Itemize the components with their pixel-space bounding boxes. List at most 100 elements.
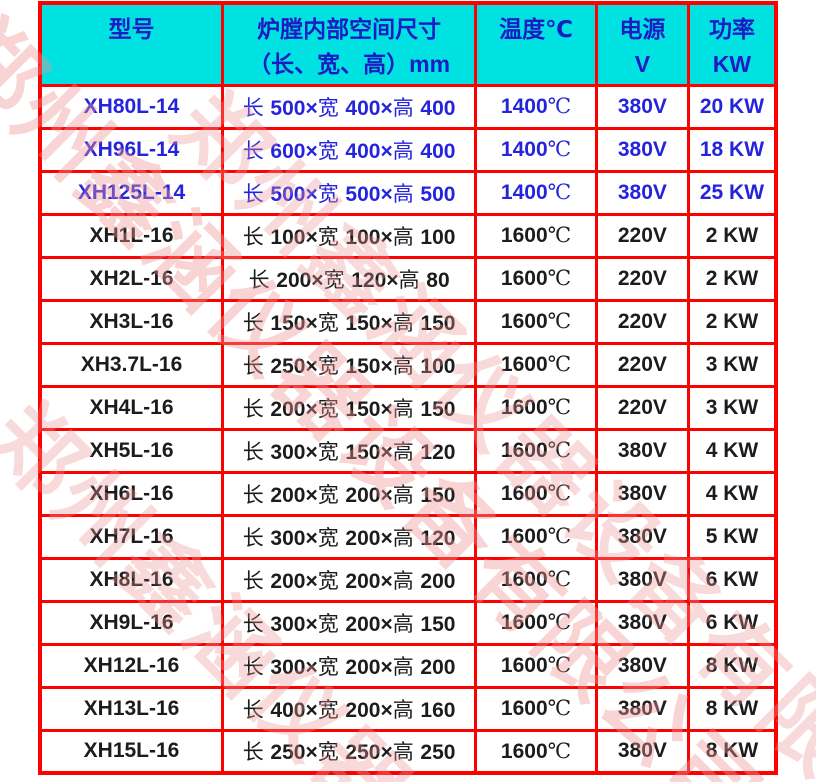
power-cell: 18 KW [686,126,778,173]
dimensions-cell: 长 250×宽 250×高 250 [221,728,478,775]
table-row: XH1L-16 长 100×宽 100×高 100 1600℃ 220V 2 KW [38,212,778,259]
voltage-cell: 220V [594,298,690,345]
table-row: XH5L-16 长 300×宽 150×高 120 1600℃ 380V 4 KW [38,427,778,474]
model-cell: XH1L-16 [38,212,225,259]
header-chamber-line2-cn: （长、宽、高） [248,51,410,77]
header-power-line2: KW [712,51,752,77]
dimensions-cell: 长 500×宽 500×高 500 [221,169,478,216]
voltage-cell: 380V [594,427,690,474]
dimensions-cell: 长 300×宽 200×高 150 [221,599,478,646]
dimensions-cell: 长 200×宽 200×高 150 [221,470,478,517]
temperature-cell: 1400℃ [474,126,598,173]
temperature-cell: 1600℃ [474,642,598,689]
dimensions-cell: 长 100×宽 100×高 100 [221,212,478,259]
header-model: 型号 [38,1,225,87]
table-row: XH6L-16 长 200×宽 200×高 150 1600℃ 380V 4 KW [38,470,778,517]
model-cell: XH12L-16 [38,642,225,689]
model-cell: XH3.7L-16 [38,341,225,388]
voltage-cell: 380V [594,556,690,603]
voltage-cell: 380V [594,728,690,775]
header-power-supply-line2: V [634,51,651,77]
temperature-cell: 1400℃ [474,83,598,130]
temperature-cell: 1600℃ [474,728,598,775]
voltage-cell: 220V [594,212,690,259]
spec-table-body: XH80L-14 长 500×宽 400×高 400 1400℃ 380V 20 KW X… [38,83,778,775]
power-cell: 2 KW [686,255,778,302]
dimensions-cell: 长 400×宽 200×高 160 [221,685,478,732]
table-row: XH15L-16 长 250×宽 250×高 250 1600℃ 380V 8 KW [38,728,778,775]
model-cell: XH6L-16 [38,470,225,517]
model-cell: XH13L-16 [38,685,225,732]
power-cell: 8 KW [686,642,778,689]
table-row: XH3.7L-16 长 250×宽 150×高 100 1600℃ 220V 3 KW [38,341,778,388]
model-cell: XH96L-14 [38,126,225,173]
power-cell: 6 KW [686,556,778,603]
power-cell: 8 KW [686,728,778,775]
model-cell: XH8L-16 [38,556,225,603]
header-power-supply-line1: 电源 [619,16,666,42]
header-temperature: 温度℃ [474,1,598,87]
temperature-cell: 1600℃ [474,384,598,431]
model-cell: XH15L-16 [38,728,225,775]
model-cell: XH4L-16 [38,384,225,431]
voltage-cell: 380V [594,169,690,216]
voltage-cell: 220V [594,384,690,431]
power-cell: 3 KW [686,341,778,388]
voltage-cell: 380V [594,83,690,130]
table-row: XH96L-14 长 600×宽 400×高 400 1400℃ 380V 18 KW [38,126,778,173]
temperature-cell: 1600℃ [474,599,598,646]
header-chamber-line1: 炉膛内部空间尺寸 [257,16,442,42]
temperature-cell: 1600℃ [474,212,598,259]
table-row: XH12L-16 长 300×宽 200×高 200 1600℃ 380V 8 KW [38,642,778,689]
temperature-cell: 1600℃ [474,470,598,517]
model-cell: XH5L-16 [38,427,225,474]
voltage-cell: 220V [594,255,690,302]
table-row: XH13L-16 长 400×宽 200×高 160 1600℃ 380V 8 KW [38,685,778,732]
power-cell: 5 KW [686,513,778,560]
temperature-cell: 1600℃ [474,298,598,345]
model-cell: XH80L-14 [38,83,225,130]
power-cell: 8 KW [686,685,778,732]
dimensions-cell: 长 150×宽 150×高 150 [221,298,478,345]
table-row: XH80L-14 长 500×宽 400×高 400 1400℃ 380V 20 KW [38,83,778,130]
dimensions-cell: 长 300×宽 200×高 200 [221,642,478,689]
power-cell: 2 KW [686,212,778,259]
temperature-cell: 1600℃ [474,255,598,302]
header-power-supply: 电源 V [594,1,690,87]
dimensions-cell: 长 200×宽 200×高 200 [221,556,478,603]
power-cell: 2 KW [686,298,778,345]
dimensions-cell: 长 500×宽 400×高 400 [221,83,478,130]
power-cell: 6 KW [686,599,778,646]
voltage-cell: 220V [594,341,690,388]
header-power: 功率 KW [686,1,778,87]
temperature-cell: 1600℃ [474,556,598,603]
furnace-spec-table: 型号 炉膛内部空间尺寸 （长、宽、高）mm 温度℃ 电源 V 功率 KW [38,1,778,775]
temperature-cell: 1600℃ [474,427,598,474]
header-model-label: 型号 [108,16,155,42]
model-cell: XH2L-16 [38,255,225,302]
power-cell: 3 KW [686,384,778,431]
spec-table-head: 型号 炉膛内部空间尺寸 （长、宽、高）mm 温度℃ 电源 V 功率 KW [38,1,778,87]
dimensions-cell: 长 250×宽 150×高 100 [221,341,478,388]
power-cell: 25 KW [686,169,778,216]
voltage-cell: 380V [594,599,690,646]
table-row: XH3L-16 长 150×宽 150×高 150 1600℃ 220V 2 KW [38,298,778,345]
voltage-cell: 380V [594,470,690,517]
model-cell: XH9L-16 [38,599,225,646]
model-cell: XH3L-16 [38,298,225,345]
voltage-cell: 380V [594,685,690,732]
temperature-cell: 1600℃ [474,513,598,560]
voltage-cell: 380V [594,513,690,560]
power-cell: 20 KW [686,83,778,130]
table-row: XH125L-14 长 500×宽 500×高 500 1400℃ 380V 25 KW [38,169,778,216]
dimensions-cell: 长 300×宽 150×高 120 [221,427,478,474]
header-temperature-label: 温度℃ [499,16,573,42]
table-row: XH2L-16 长 200×宽 120×高 80 1600℃ 220V 2 KW [38,255,778,302]
voltage-cell: 380V [594,126,690,173]
table-row: XH9L-16 长 300×宽 200×高 150 1600℃ 380V 6 KW [38,599,778,646]
dimensions-cell: 长 600×宽 400×高 400 [221,126,478,173]
model-cell: XH7L-16 [38,513,225,560]
dimensions-cell: 长 300×宽 200×高 120 [221,513,478,560]
header-power-line1: 功率 [708,16,755,42]
